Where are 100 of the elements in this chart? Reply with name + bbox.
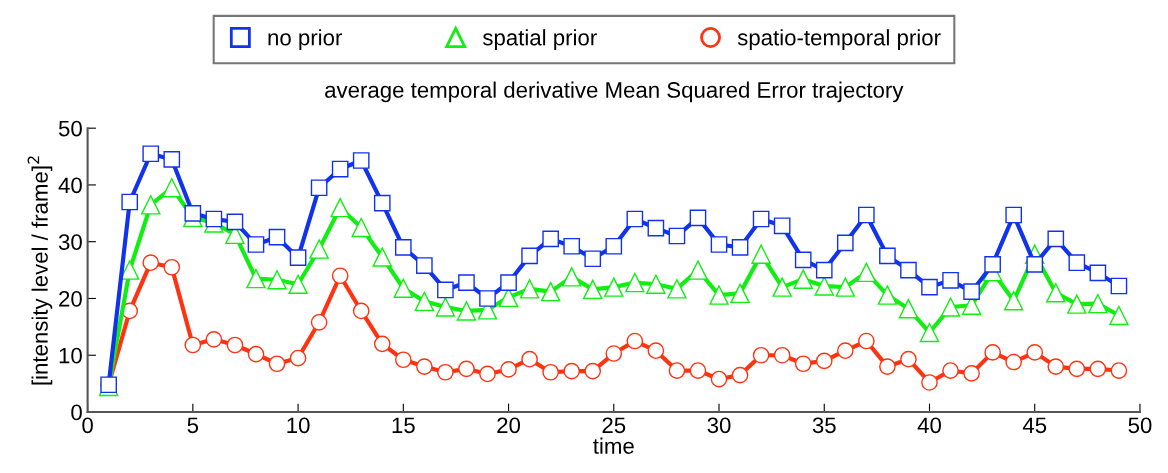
point (835, 277, 856, 297)
point (877, 285, 898, 305)
point (942, 271, 959, 289)
x-tick-label: 0 (82, 417, 93, 434)
point (730, 283, 750, 304)
point (437, 281, 454, 299)
point (394, 351, 412, 369)
point (226, 213, 244, 231)
point (1003, 291, 1024, 311)
point (794, 251, 812, 269)
point (205, 210, 223, 228)
point (435, 297, 456, 317)
point (331, 267, 349, 285)
point (163, 151, 181, 168)
point (646, 274, 666, 294)
point (942, 362, 959, 379)
point (900, 350, 917, 368)
point (521, 247, 538, 265)
point (437, 363, 454, 381)
point (542, 363, 559, 381)
x-tick-label: 35 (812, 417, 836, 434)
point (416, 358, 433, 375)
point (561, 267, 582, 287)
point (373, 194, 391, 212)
point (1089, 360, 1107, 378)
point (267, 270, 287, 290)
point (1089, 264, 1107, 282)
y-tick-label: 50 (58, 120, 82, 137)
point (1026, 256, 1044, 273)
point (205, 330, 223, 348)
point (689, 362, 707, 379)
point (921, 374, 938, 391)
point (626, 210, 644, 228)
y-tick-label: 40 (58, 177, 82, 194)
point (521, 350, 538, 368)
x-tick-label: 50 (1128, 417, 1152, 434)
point (625, 272, 645, 293)
point (900, 261, 917, 279)
point (351, 217, 371, 238)
point (668, 362, 686, 379)
point (289, 349, 307, 367)
point (689, 209, 707, 227)
point (246, 268, 266, 289)
x-tick-label: 25 (602, 417, 626, 434)
point (247, 345, 265, 363)
point (1047, 230, 1065, 248)
x-tick-label: 40 (917, 417, 941, 434)
point (226, 336, 244, 354)
point (731, 366, 749, 384)
point (814, 276, 834, 296)
y-tick-label: 30 (58, 234, 82, 250)
y-tick-label: 20 (59, 291, 82, 307)
point (393, 278, 414, 298)
point (1047, 358, 1065, 375)
point (289, 249, 307, 266)
y-tick-label: 10 (59, 347, 82, 364)
point (772, 277, 792, 297)
point (963, 365, 980, 382)
point (1109, 305, 1129, 326)
point (500, 361, 517, 378)
point (604, 277, 624, 297)
point (773, 346, 791, 364)
point (751, 244, 771, 264)
point (921, 278, 938, 296)
legend-label: spatio-temporal prior (737, 29, 941, 50)
point (626, 332, 644, 350)
point (352, 152, 370, 169)
point (414, 291, 435, 312)
point (458, 274, 475, 291)
point (605, 237, 623, 255)
point (963, 283, 980, 300)
point (310, 313, 328, 331)
point (1005, 206, 1023, 224)
y-tick-label: 0 (71, 404, 82, 421)
point (500, 274, 517, 291)
point (919, 322, 940, 343)
point (710, 370, 728, 388)
point (856, 262, 877, 283)
point (584, 250, 602, 268)
point (142, 254, 160, 272)
point (162, 178, 182, 198)
point (1088, 293, 1108, 314)
point (647, 219, 665, 237)
point (331, 160, 349, 178)
point (836, 234, 854, 252)
point (247, 236, 265, 253)
point (309, 239, 329, 259)
point (709, 285, 729, 305)
point (519, 279, 540, 299)
point (416, 257, 433, 274)
x-tick-label: 30 (707, 417, 731, 434)
point (668, 227, 686, 245)
point (1068, 360, 1086, 378)
point (1110, 362, 1128, 379)
point (310, 179, 328, 197)
point (479, 290, 496, 307)
point (121, 193, 139, 211)
point (584, 362, 602, 380)
point (540, 281, 561, 302)
point (1067, 294, 1087, 314)
